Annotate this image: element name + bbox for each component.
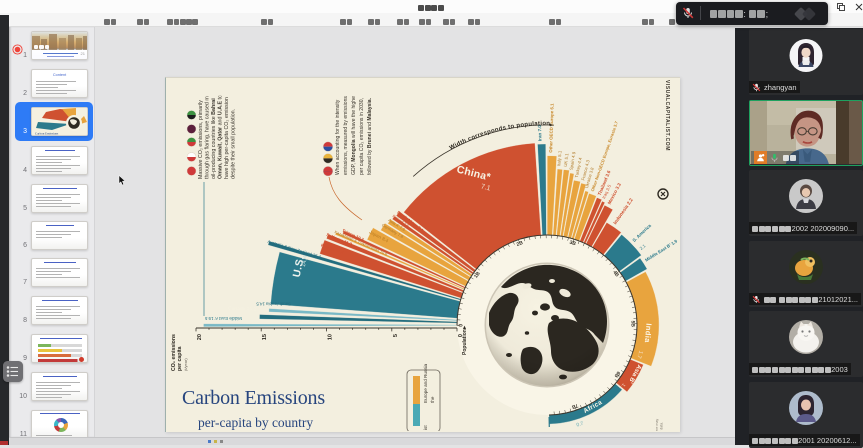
svg-text:Oman, Kuwait, Qatar and U.A.E: Oman, Kuwait, Qatar and U.A.E tc	[218, 95, 224, 179]
svg-text:15: 15	[262, 334, 268, 340]
svg-text:France 4.3: France 4.3	[580, 159, 590, 181]
svg-text:despite their small population: despite their small population.	[231, 109, 237, 179]
svg-text:our data.: our data.	[660, 422, 664, 431]
svg-text:per-capita by country: per-capita by country	[198, 415, 313, 430]
svg-text:emissions, measured by emissio: emissions, measured by emissions	[343, 96, 349, 175]
svg-text:Italy 5.1: Italy 5.1	[556, 150, 562, 166]
svg-text:1.1: 1.1	[618, 382, 626, 390]
svg-text:VISUALCAPITALIST.COM: VISUALCAPITALIST.COM	[664, 80, 670, 151]
svg-text:20: 20	[197, 334, 203, 340]
svg-text:per capita: per capita	[177, 346, 183, 371]
svg-text:have high per-capita CO₂ emiss: have high per-capita CO₂ emission	[224, 97, 230, 179]
svg-text:Carbon Emissions: Carbon Emissions	[182, 387, 325, 409]
svg-text:GDP, Mongolia will have the hi: GDP, Mongolia will have the highe	[351, 96, 357, 175]
svg-text:5: 5	[393, 334, 399, 337]
svg-text:3B: 3B	[569, 240, 577, 248]
svg-text:ist: ist	[423, 425, 428, 430]
svg-text:Other OECD Europe 6.1: Other OECD Europe 6.1	[548, 103, 554, 153]
svg-text:UK 5.1: UK 5.1	[563, 153, 570, 167]
svg-text:6B: 6B	[612, 370, 621, 379]
svg-text:14.4: 14.4	[301, 254, 309, 267]
svg-text:Indonesia 2.2: Indonesia 2.2	[613, 197, 635, 226]
svg-text:through gas flaring, have caus: through gas flaring, have caused m	[205, 96, 211, 179]
svg-text:CO₂ emissions: CO₂ emissions	[171, 334, 177, 371]
svg-text:Middle East B’ 1.9: Middle East B’ 1.9	[644, 238, 678, 262]
svg-text:7.1: 7.1	[480, 183, 491, 192]
svg-text:S. America: S. America	[632, 223, 653, 243]
svg-text:There may: There may	[655, 419, 659, 431]
svg-text:0.7: 0.7	[576, 421, 585, 429]
svg-text:Europe and Russia: Europe and Russia	[423, 363, 428, 403]
svg-text:2.1: 2.1	[639, 243, 647, 251]
svg-text:Saudi Arabia 14.5: Saudi Arabia 14.5	[256, 302, 291, 307]
svg-text:10: 10	[328, 334, 334, 340]
svg-text:When accounting for the intens: When accounting for the intensity	[335, 99, 341, 175]
svg-text:1.7: 1.7	[635, 350, 643, 359]
svg-text:per capita CO₂ emissions in 20: per capita CO₂ emissions in 2030,	[359, 98, 365, 175]
svg-text:oil-producing countries like B: oil-producing countries like Bahrai	[211, 98, 217, 179]
svg-text:India: India	[643, 323, 654, 344]
svg-text:5B: 5B	[629, 321, 635, 328]
svg-text:Canada 15.2: Canada 15.2	[228, 306, 257, 313]
svg-text:4B: 4B	[611, 270, 620, 279]
svg-text:the: the	[430, 396, 435, 403]
svg-text:Population: Population	[462, 329, 468, 355]
svg-text:U.S.: U.S.	[291, 255, 307, 279]
svg-text:followed by Brunei and Malaysi: followed by Brunei and Malaysia.	[367, 97, 373, 175]
svg-text:0: 0	[458, 334, 464, 337]
svg-text:Ukraine 3.8: Ukraine 3.8	[584, 166, 595, 189]
svg-text:Middle East A’ 19.5: Middle East A’ 19.5	[204, 316, 242, 321]
svg-text:Iraq 3.5: Iraq 3.5	[601, 183, 612, 199]
svg-text:Carbon Emissions: Carbon Emissions	[35, 132, 59, 136]
svg-text:Turkey 4.4: Turkey 4.4	[574, 156, 583, 178]
svg-text:Iran 7.0: Iran 7.0	[537, 125, 542, 142]
svg-text:Spain 4.9: Spain 4.9	[569, 151, 577, 171]
svg-text:Massive CO₂ emissions, primari: Massive CO₂ emissions, primarily	[198, 100, 204, 179]
svg-text:1B: 1B	[473, 271, 482, 280]
svg-text:7B: 7B	[570, 402, 578, 410]
svg-text:(t/year): (t/year)	[183, 358, 188, 371]
svg-text:0: 0	[459, 324, 465, 327]
svg-text:2B: 2B	[516, 240, 524, 248]
